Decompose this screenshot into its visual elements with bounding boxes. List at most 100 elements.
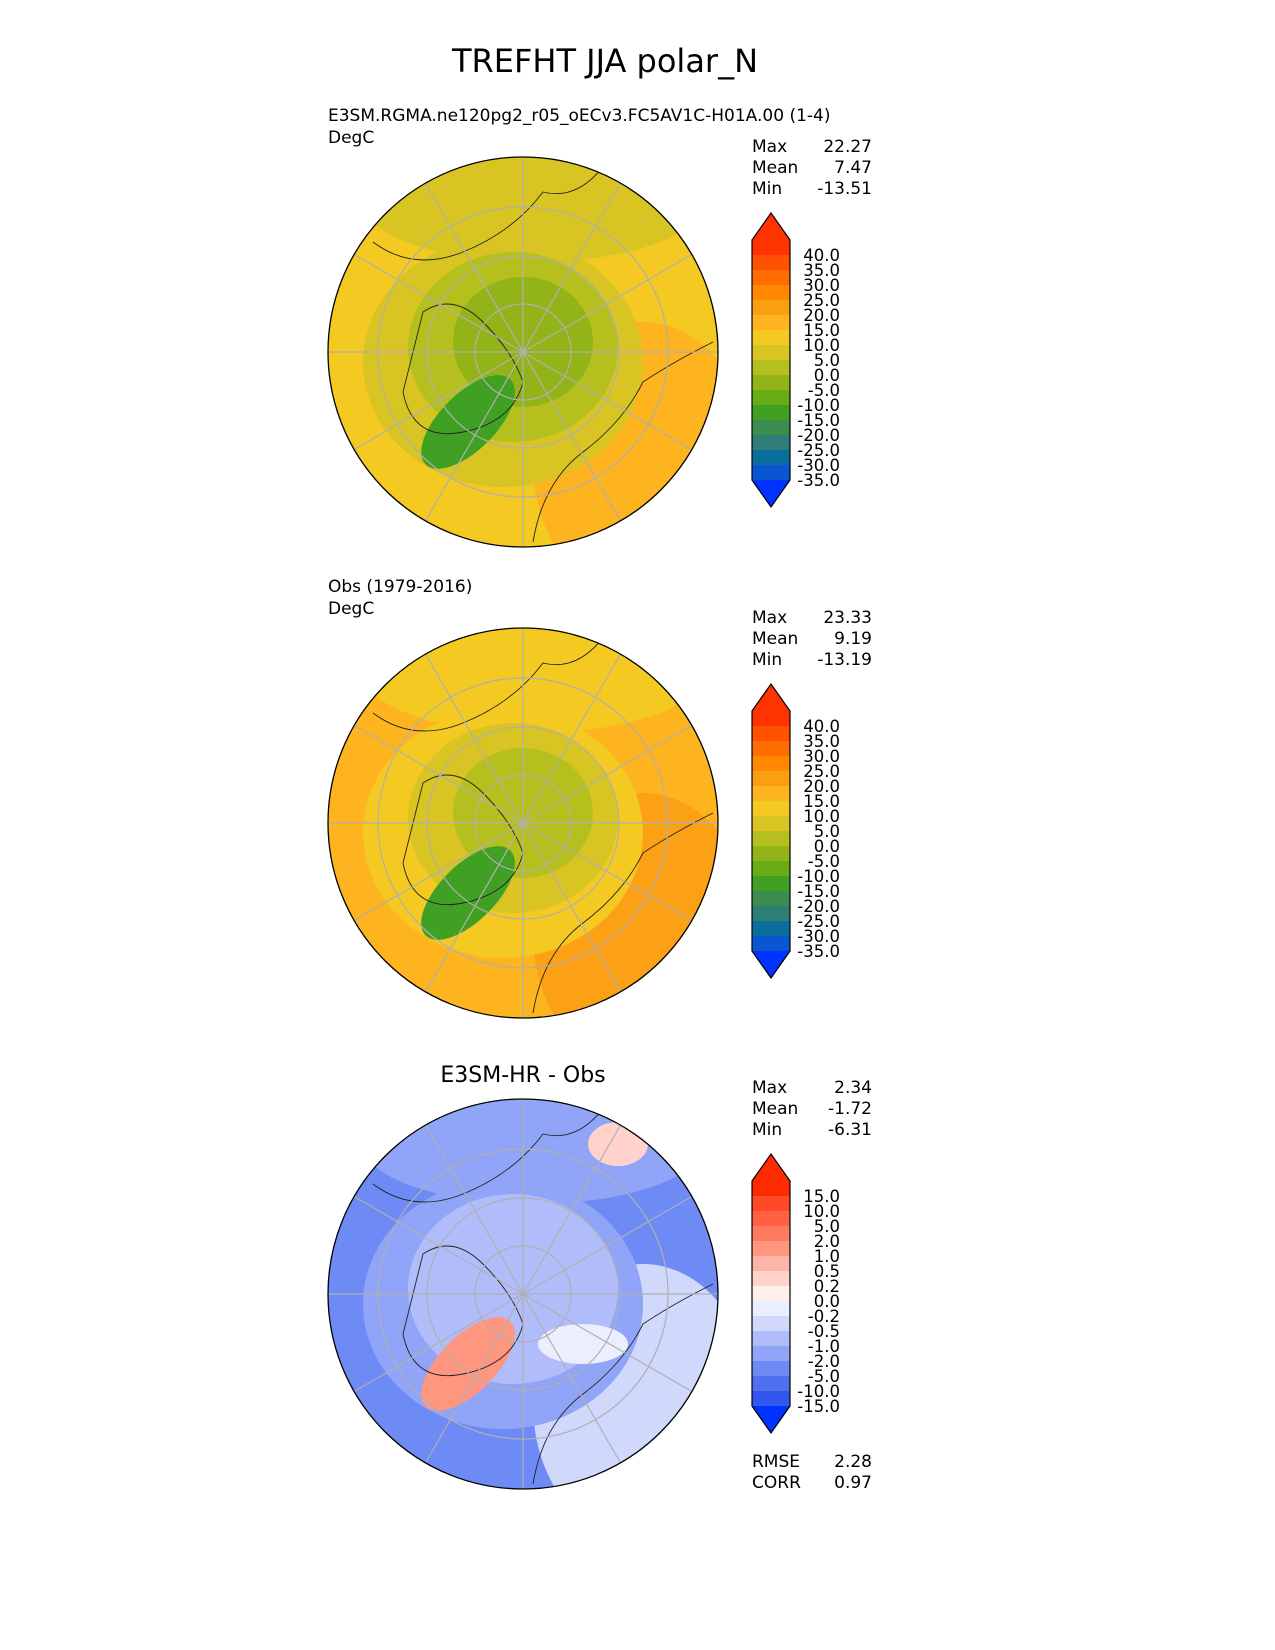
colorbar-segment	[752, 786, 790, 802]
colorbar-segment	[752, 756, 790, 772]
stat-label: Max	[752, 1078, 788, 1098]
colorbar-tick-label: 0.0	[814, 1292, 840, 1311]
map-boundary	[327, 1098, 719, 1490]
stat-value: -13.19	[817, 650, 872, 670]
longitude-gridline	[522, 724, 693, 824]
colorbar-tick-label: 30.0	[803, 276, 840, 295]
colorbar-extend-max	[752, 684, 790, 711]
stat-value: 2.34	[834, 1078, 872, 1098]
colorbar-tick-label: -5.0	[808, 1367, 840, 1386]
map-field	[328, 1099, 718, 1489]
longitude-gridline	[522, 822, 622, 993]
longitude-gridline	[353, 1195, 524, 1295]
colorbar-segment	[752, 345, 790, 361]
longitude-gridline	[424, 653, 524, 824]
panel1-subtitle: E3SM.RGMA.ne120pg2_r05_oECv3.FC5AV1C-H01…	[328, 106, 831, 126]
colorbar-tick-label: 35.0	[803, 261, 840, 280]
polar-map-1	[327, 156, 719, 548]
longitude-gridline	[424, 1293, 524, 1464]
colorbar-segment	[752, 300, 790, 316]
colorbar-segment	[752, 891, 790, 907]
colorbar-segment	[752, 921, 790, 937]
colorbar-segment	[752, 1256, 790, 1272]
colorbar-tick-label: 10.0	[803, 807, 840, 826]
stat-label: Mean	[752, 1099, 799, 1119]
colorbar-tick-label: 35.0	[803, 732, 840, 751]
map-boundary	[327, 156, 719, 548]
colorbar-segment	[752, 1286, 790, 1302]
colorbar-segment	[752, 876, 790, 892]
colorbar-tick-label: -15.0	[797, 1397, 840, 1416]
colorbar-segment	[752, 405, 790, 421]
colorbar-segment	[752, 741, 790, 757]
colorbar-tick-label: 10.0	[803, 336, 840, 355]
longitude-gridline	[424, 822, 524, 993]
longitude-gridline	[353, 253, 524, 353]
longitude-gridline	[522, 653, 622, 824]
colorbar-segment	[752, 1226, 790, 1242]
field-greenland	[421, 1317, 515, 1411]
colorbar-segment	[752, 285, 790, 301]
colorbar-extend-min	[752, 951, 790, 978]
colorbar-segment	[752, 1241, 790, 1257]
stat-label: Max	[752, 608, 788, 628]
map-field	[328, 628, 718, 1018]
panel3-metrics: RMSE 2.28 CORR 0.97	[752, 1452, 872, 1494]
panel1-stats: Max 22.27 Mean 7.47 Min -13.51	[752, 137, 872, 200]
colorbar-extend-max	[752, 1154, 790, 1181]
colorbar-tick-label: 0.5	[814, 1262, 840, 1281]
colorbar-extend-min	[752, 480, 790, 507]
colorbar-segment	[752, 240, 790, 256]
colorbar-segment	[752, 1211, 790, 1227]
longitude-gridline	[522, 351, 693, 451]
stat-value: 23.33	[823, 608, 872, 628]
colorbar-2: 40.035.030.025.020.015.010.05.00.0-5.0-1…	[751, 682, 840, 980]
field-greenland	[421, 846, 515, 940]
colorbar-tick-label: -30.0	[797, 927, 840, 946]
metric-value: 0.97	[834, 1473, 872, 1493]
colorbar-segment	[752, 1391, 790, 1407]
coastline	[532, 341, 714, 543]
colorbar-tick-label: -15.0	[797, 882, 840, 901]
stat-label: Min	[752, 650, 783, 670]
colorbar-tick-label: 10.0	[803, 1202, 840, 1221]
colorbar-segment	[752, 465, 790, 481]
stat-label: Min	[752, 1120, 783, 1140]
coastline	[532, 812, 714, 1014]
map-boundary	[327, 627, 719, 1019]
colorbar-tick-label: 1.0	[814, 1247, 840, 1266]
colorbar-tick-label: 40.0	[803, 717, 840, 736]
stat-label: Min	[752, 179, 783, 199]
stat-value: 7.47	[834, 158, 872, 178]
colorbar-tick-label: 40.0	[803, 246, 840, 265]
colorbar-tick-label: 0.2	[814, 1277, 840, 1296]
colorbar-segment	[752, 771, 790, 787]
metric-value: 2.28	[834, 1452, 872, 1472]
longitude-gridline	[522, 1293, 622, 1464]
colorbar-segment	[752, 1196, 790, 1212]
colorbar-tick-label: 30.0	[803, 747, 840, 766]
colorbar-tick-label: -1.0	[808, 1337, 840, 1356]
colorbar-tick-label: 20.0	[803, 306, 840, 325]
colorbar-tick-label: -10.0	[797, 867, 840, 886]
colorbar-tick-label: -15.0	[797, 411, 840, 430]
colorbar-segment	[752, 846, 790, 862]
colorbar-outline	[751, 211, 791, 509]
colorbar-tick-label: 0.0	[814, 366, 840, 385]
colorbar-tick-label: -5.0	[808, 852, 840, 871]
colorbar-tick-label: -0.5	[808, 1322, 840, 1341]
colorbar-tick-label: 15.0	[803, 792, 840, 811]
colorbar-tick-label: -25.0	[797, 912, 840, 931]
colorbar-tick-label: -25.0	[797, 441, 840, 460]
panel2-units: DegC	[328, 599, 375, 619]
panel3-title: E3SM-HR - Obs	[440, 1063, 606, 1088]
panel2-stats: Max 23.33 Mean 9.19 Min -13.19	[752, 608, 872, 671]
longitude-gridline	[522, 253, 693, 353]
polar-map-2	[327, 627, 719, 1019]
field-greenland	[421, 375, 515, 469]
colorbar-segment	[752, 861, 790, 877]
colorbar-tick-label: 25.0	[803, 291, 840, 310]
longitude-gridline	[353, 351, 524, 451]
stat-value: -6.31	[828, 1120, 872, 1140]
coastline	[402, 774, 524, 906]
